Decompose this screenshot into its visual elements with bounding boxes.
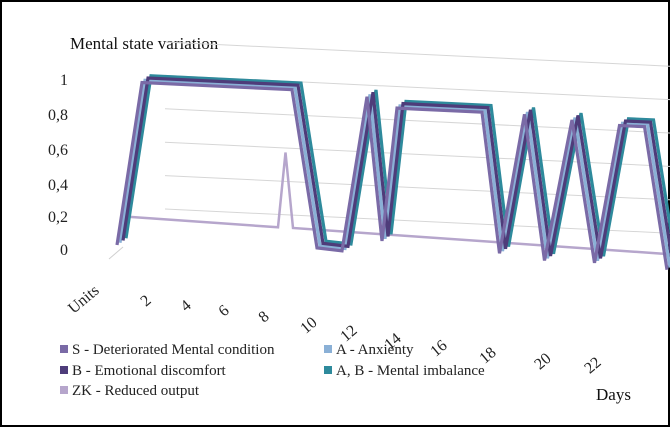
legend-entry: ZK - Reduced output <box>72 383 200 399</box>
y-axis-tick-labels: 1 0,8 0,6 0,4 0,2 0 <box>48 72 68 259</box>
x-axis-label: Days <box>596 385 631 404</box>
legend-swatch <box>324 366 332 374</box>
y-tick-label: 0,8 <box>48 107 68 124</box>
x-tick-label: 2 <box>138 292 155 310</box>
series-line-2 <box>118 78 670 268</box>
series-line-5 <box>127 152 670 256</box>
legend-entry: B - Emotional discomfort <box>72 363 227 379</box>
grid-line <box>164 108 670 134</box>
y-tick-label: 0,2 <box>48 209 68 226</box>
x-tick-label: 4 <box>178 297 195 315</box>
legend: S - Deteriorated Mental condition A - Anx… <box>60 342 485 399</box>
series-line-3 <box>121 76 670 259</box>
x-tick-label: 8 <box>256 308 273 326</box>
legend-entry: A, B - Mental imbalance <box>336 363 485 379</box>
x-tick-label: 16 <box>427 337 450 360</box>
legend-swatch <box>324 345 332 353</box>
x-tick-label: 22 <box>581 354 604 377</box>
floor-edge <box>108 246 124 260</box>
grid-line <box>164 175 670 201</box>
x-tick-label: Units <box>65 282 102 317</box>
grid-line <box>164 41 670 67</box>
x-tick-label: 20 <box>531 350 554 373</box>
y-tick-label: 0 <box>60 242 68 259</box>
y-tick-label: 1 <box>60 72 68 89</box>
y-tick-label: 0,6 <box>48 142 68 159</box>
chart-title: Mental state variation <box>70 34 219 53</box>
series-layer <box>115 74 670 270</box>
legend-swatch <box>60 345 68 353</box>
grid-line <box>164 141 670 167</box>
legend-swatch <box>60 366 68 374</box>
legend-entry: A - Anxienty <box>336 342 414 358</box>
series-line-4 <box>124 74 670 257</box>
x-tick-label: 10 <box>297 314 320 337</box>
series-line-1 <box>115 80 669 270</box>
grid-line <box>164 208 670 234</box>
x-tick-label: 6 <box>216 302 233 320</box>
legend-swatch <box>60 386 68 394</box>
y-tick-label: 0,4 <box>48 177 68 194</box>
legend-entry: S - Deteriorated Mental condition <box>72 342 275 358</box>
